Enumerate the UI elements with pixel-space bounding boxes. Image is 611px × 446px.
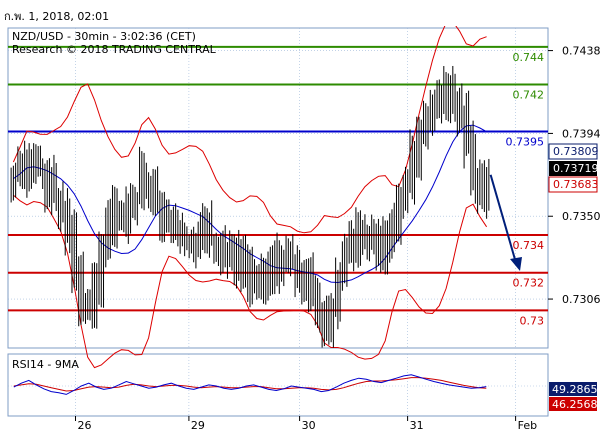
x-tick-label: 31 bbox=[410, 419, 424, 432]
rsi-ma-line bbox=[13, 377, 487, 392]
axes: 0.7438 0.7394 0.7350 0.7306 26 29 30 31 Feb bbox=[75, 45, 601, 432]
x-tick-label: 30 bbox=[302, 419, 316, 432]
rsi-panel-frame bbox=[7, 353, 549, 417]
chart-credit: Research © 2018 TRADING CENTRAL bbox=[12, 43, 217, 56]
bollinger-upper bbox=[12, 21, 487, 234]
chart-title: NZD/USD - 30min - 3:02:36 (CET) bbox=[12, 30, 196, 43]
chart-svg[interactable]: 0.744 0.742 0.7395 0.734 0.732 0.73 49.2865 46… bbox=[0, 21, 611, 442]
level-label: 0.732 bbox=[513, 277, 545, 290]
x-tick-label: Feb bbox=[518, 419, 537, 432]
price-badge: 0.73683 bbox=[553, 178, 599, 191]
rsi-badge-bg bbox=[549, 382, 597, 396]
y-tick-label: 0.7306 bbox=[562, 293, 601, 306]
price-badge-bg bbox=[549, 161, 597, 176]
rsi-value-badge: 49.2865 bbox=[552, 383, 598, 396]
price-badge-bg bbox=[548, 176, 598, 193]
rsi-label: RSI14 - 9MA bbox=[12, 358, 79, 371]
price-chart[interactable]: 0.744 0.742 0.7395 0.734 0.732 0.73 49.2865 46… bbox=[0, 21, 611, 442]
rsi-line bbox=[13, 374, 487, 395]
y-tick-label: 0.7438 bbox=[562, 45, 601, 58]
price-badges: 0.73809 0.73719 0.73683 bbox=[548, 143, 599, 193]
level-label: 0.734 bbox=[513, 239, 545, 252]
level-label: 0.742 bbox=[513, 88, 545, 101]
price-badge-bg bbox=[548, 143, 598, 160]
levels: 0.744 0.742 0.7395 0.734 0.732 0.73 bbox=[8, 45, 548, 327]
timestamp: ก.พ. 1, 2018, 02:01 bbox=[4, 10, 110, 23]
rsi-indicator: 49.2865 46.2568 bbox=[8, 374, 598, 411]
bollinger-lower bbox=[13, 194, 488, 369]
rsi-ma-badge-bg bbox=[549, 397, 597, 411]
level-label: 0.7395 bbox=[506, 136, 545, 149]
rsi-ma-value-badge: 46.2568 bbox=[552, 398, 598, 411]
window-titlebar: ก.พ. 1, 2018, 02:01 bbox=[0, 0, 611, 26]
forecast-arrow-head bbox=[510, 256, 522, 271]
y-tick-label: 0.7394 bbox=[562, 127, 601, 140]
price-badge: 0.73719 bbox=[553, 162, 599, 175]
candles bbox=[10, 65, 522, 348]
level-label: 0.73 bbox=[520, 314, 545, 327]
y-tick-label: 0.7350 bbox=[562, 210, 601, 223]
forecast-arrow-shaft bbox=[489, 174, 517, 264]
x-tick-label: 26 bbox=[78, 419, 92, 432]
main-panel-frame bbox=[7, 27, 549, 349]
level-label: 0.744 bbox=[513, 51, 545, 64]
x-tick-label: 29 bbox=[191, 419, 205, 432]
price-badge: 0.73809 bbox=[553, 145, 599, 158]
